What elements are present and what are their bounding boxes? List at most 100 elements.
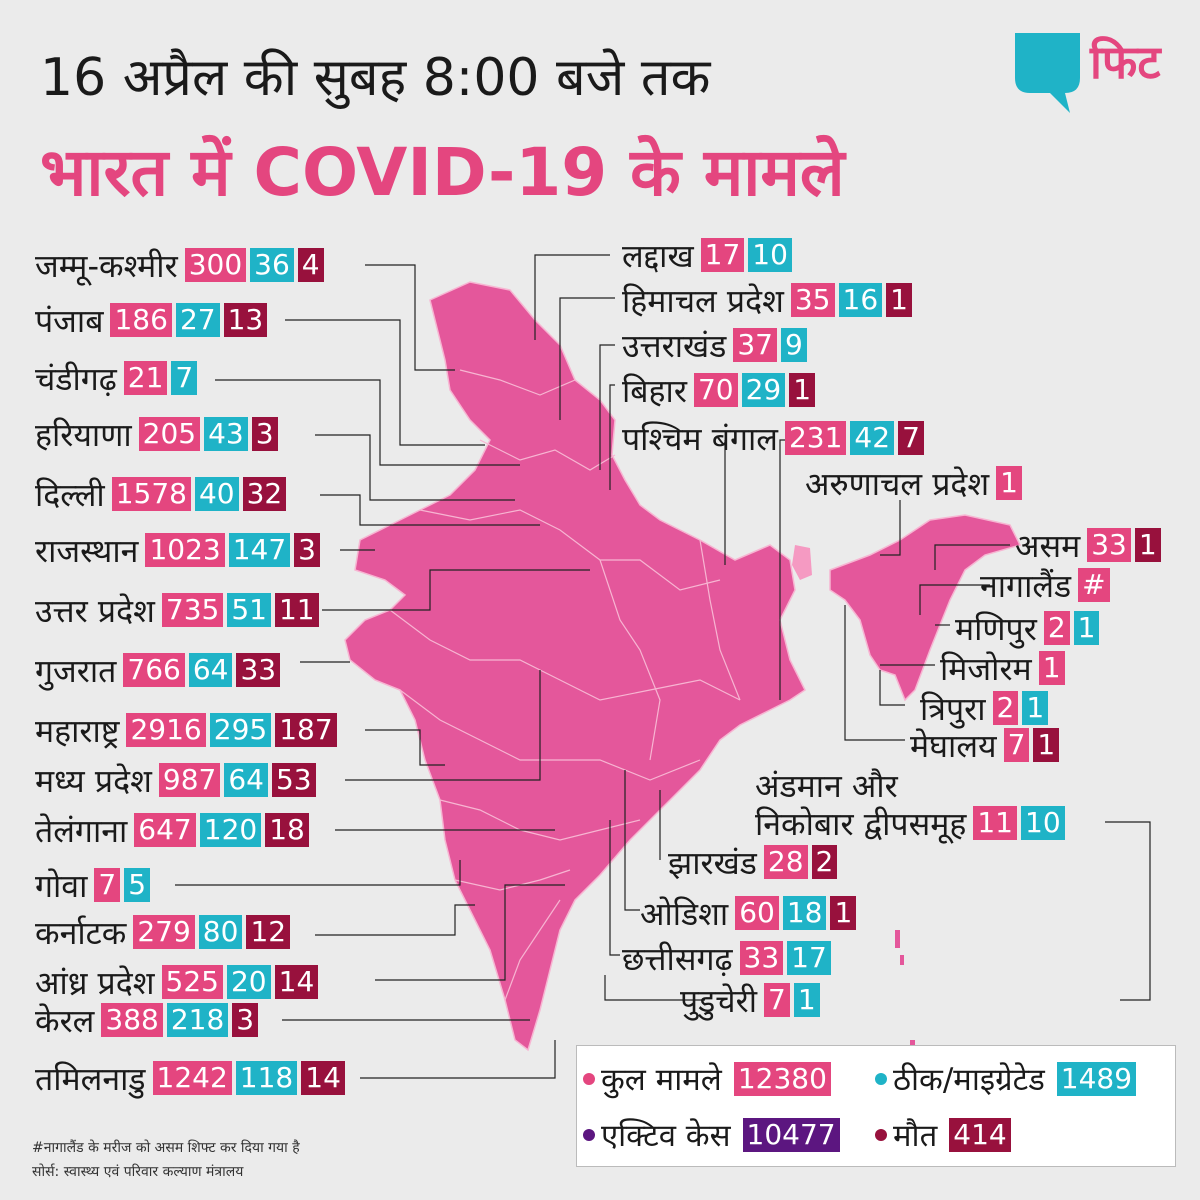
total-cases-badge: 1023 (145, 533, 225, 567)
title-line-1: 16 अप्रैल की सुबह 8:00 बजे तक (40, 48, 711, 108)
recovered-badge: 18 (782, 896, 827, 930)
state-row-left-8: महाराष्ट्र 2916 295 187 (35, 710, 337, 750)
deaths-badge: 3 (232, 1003, 259, 1037)
state-name: राजस्थान (35, 531, 139, 570)
recovered-badge: 9 (780, 328, 807, 362)
legend-total-dot (583, 1073, 595, 1085)
total-cases-badge: 7 (1003, 728, 1030, 762)
total-cases-badge: 735 (161, 593, 224, 627)
recovered-badge: 118 (235, 1061, 298, 1095)
map-shape (344, 281, 1022, 1052)
state-row-right-13: निकोबार द्वीपसमूह 11 10 (755, 803, 1065, 843)
state-row-left-4: दिल्ली 1578 40 32 (35, 474, 287, 514)
recovered-badge: 1 (793, 983, 820, 1017)
deaths-badge: 32 (242, 477, 287, 511)
state-name: गोवा (35, 866, 88, 905)
state-row-right-7: नागालैंड # (980, 565, 1110, 605)
state-name: आंध्र प्रदेश (35, 963, 155, 1002)
deaths-badge: 18 (265, 813, 309, 847)
total-cases-badge: 300 (184, 248, 247, 282)
state-name: झारखंड (668, 843, 757, 882)
state-name: त्रिपुरा (920, 689, 986, 728)
recovered-badge: 10 (748, 238, 792, 272)
recovered-badge: 7 (171, 361, 198, 395)
state-name: मेघालय (910, 726, 997, 765)
state-name: जम्मू-कश्मीर (35, 246, 178, 285)
legend-deaths: मौत 414 (875, 1114, 1011, 1156)
deaths-badge: 7 (898, 421, 924, 455)
state-name: बिहार (622, 371, 687, 410)
state-name: अरुणाचल प्रदेश (805, 464, 990, 503)
state-name: असम (1015, 526, 1081, 565)
total-cases-badge: 1578 (111, 477, 191, 511)
recovered-badge: 147 (228, 533, 291, 567)
deaths-badge: 2 (811, 845, 838, 879)
state-row-right-0: लद्दाख 17 10 (622, 235, 792, 275)
recovered-badge: 295 (209, 713, 272, 747)
state-row-left-15: तमिलनाडु 1242 118 14 (35, 1058, 345, 1098)
state-row-right-1: हिमाचल प्रदेश 35 16 1 (622, 280, 912, 320)
state-row-left-9: मध्य प्रदेश 987 64 53 (35, 760, 316, 800)
recovered-badge: 1 (1073, 611, 1100, 645)
total-cases-badge: 279 (133, 915, 195, 949)
deaths-badge: 1 (886, 283, 912, 317)
deaths-badge: 14 (274, 965, 319, 999)
leader-lines (175, 254, 1151, 1079)
state-row-right-11: मेघालय 7 1 (910, 725, 1060, 765)
total-cases-badge: 33 (1087, 528, 1131, 562)
deaths-badge: 53 (271, 763, 316, 797)
footnote: #नागालैंड के मरीज को असम शिफ्ट कर दिया ग… (32, 1140, 300, 1156)
recovered-badge: 1 (1022, 691, 1049, 725)
state-name: उत्तर प्रदेश (35, 591, 155, 630)
state-name: ओडिशा (640, 894, 729, 933)
deaths-badge: 4 (297, 248, 324, 282)
legend-active-value: 10477 (742, 1118, 840, 1152)
recovered-badge: 16 (838, 283, 883, 317)
state-row-left-0: जम्मू-कश्मीर 300 36 4 (35, 245, 324, 285)
state-name: मणिपुर (955, 609, 1037, 648)
state-name: पंजाब (35, 301, 104, 340)
legend-active-dot (583, 1129, 595, 1141)
state-name: अंडमान और (755, 766, 898, 805)
legend-total-value: 12380 (733, 1062, 831, 1096)
state-row-right-14: झारखंड 28 2 (668, 842, 838, 882)
total-cases-badge: 231 (784, 421, 847, 455)
deaths-badge: 33 (236, 653, 281, 687)
total-cases-badge: 60 (735, 896, 779, 930)
sikkim (792, 545, 812, 580)
recovered-badge: 36 (250, 248, 294, 282)
recovered-badge: 27 (175, 303, 220, 337)
state-name: तेलंगाना (35, 811, 128, 850)
state-row-right-3: बिहार 70 29 1 (622, 370, 816, 410)
legend-recovered: ठीक/माइग्रेटेड 1489 (875, 1058, 1137, 1100)
state-row-right-17: पुडुचेरी 7 1 (680, 980, 820, 1020)
recovered-badge: 64 (188, 653, 233, 687)
state-row-right-16: छत्तीसगढ़ 33 17 (622, 938, 831, 978)
state-name: महाराष्ट्र (35, 711, 120, 750)
state-row-right-6: असम 33 1 (1015, 525, 1161, 565)
total-cases-badge: 33 (739, 941, 784, 975)
total-cases-badge: 28 (763, 845, 808, 879)
state-row-left-11: गोवा 7 5 (35, 865, 151, 905)
total-cases-badge: 2 (992, 691, 1019, 725)
state-row-left-12: कर्नाटक 279 80 12 (35, 912, 291, 952)
legend-total: कुल मामले 12380 (583, 1058, 831, 1100)
state-row-right-15: ओडिशा 60 18 1 (640, 893, 857, 933)
total-cases-badge: 186 (110, 303, 172, 337)
state-name: छत्तीसगढ़ (622, 939, 733, 978)
total-cases-badge: 647 (134, 813, 196, 847)
recovered-badge: 40 (194, 477, 239, 511)
state-row-left-14: केरल 388 218 3 (35, 1000, 259, 1040)
state-row-left-2: चंडीगढ़ 21 7 (35, 358, 198, 398)
state-name: मध्य प्रदेश (35, 761, 152, 800)
total-cases-badge: 766 (123, 653, 185, 687)
legend-recovered-value: 1489 (1056, 1062, 1137, 1096)
state-name: कर्नाटक (35, 913, 127, 952)
recovered-badge: 51 (227, 593, 271, 627)
total-cases-badge: 7 (764, 983, 790, 1017)
legend-deaths-label: मौत (893, 1118, 938, 1154)
recovered-badge: 20 (226, 965, 271, 999)
deaths-badge: 14 (301, 1061, 345, 1095)
deaths-badge: 187 (275, 713, 337, 747)
legend-recovered-label: ठीक/माइग्रेटेड (893, 1062, 1045, 1098)
